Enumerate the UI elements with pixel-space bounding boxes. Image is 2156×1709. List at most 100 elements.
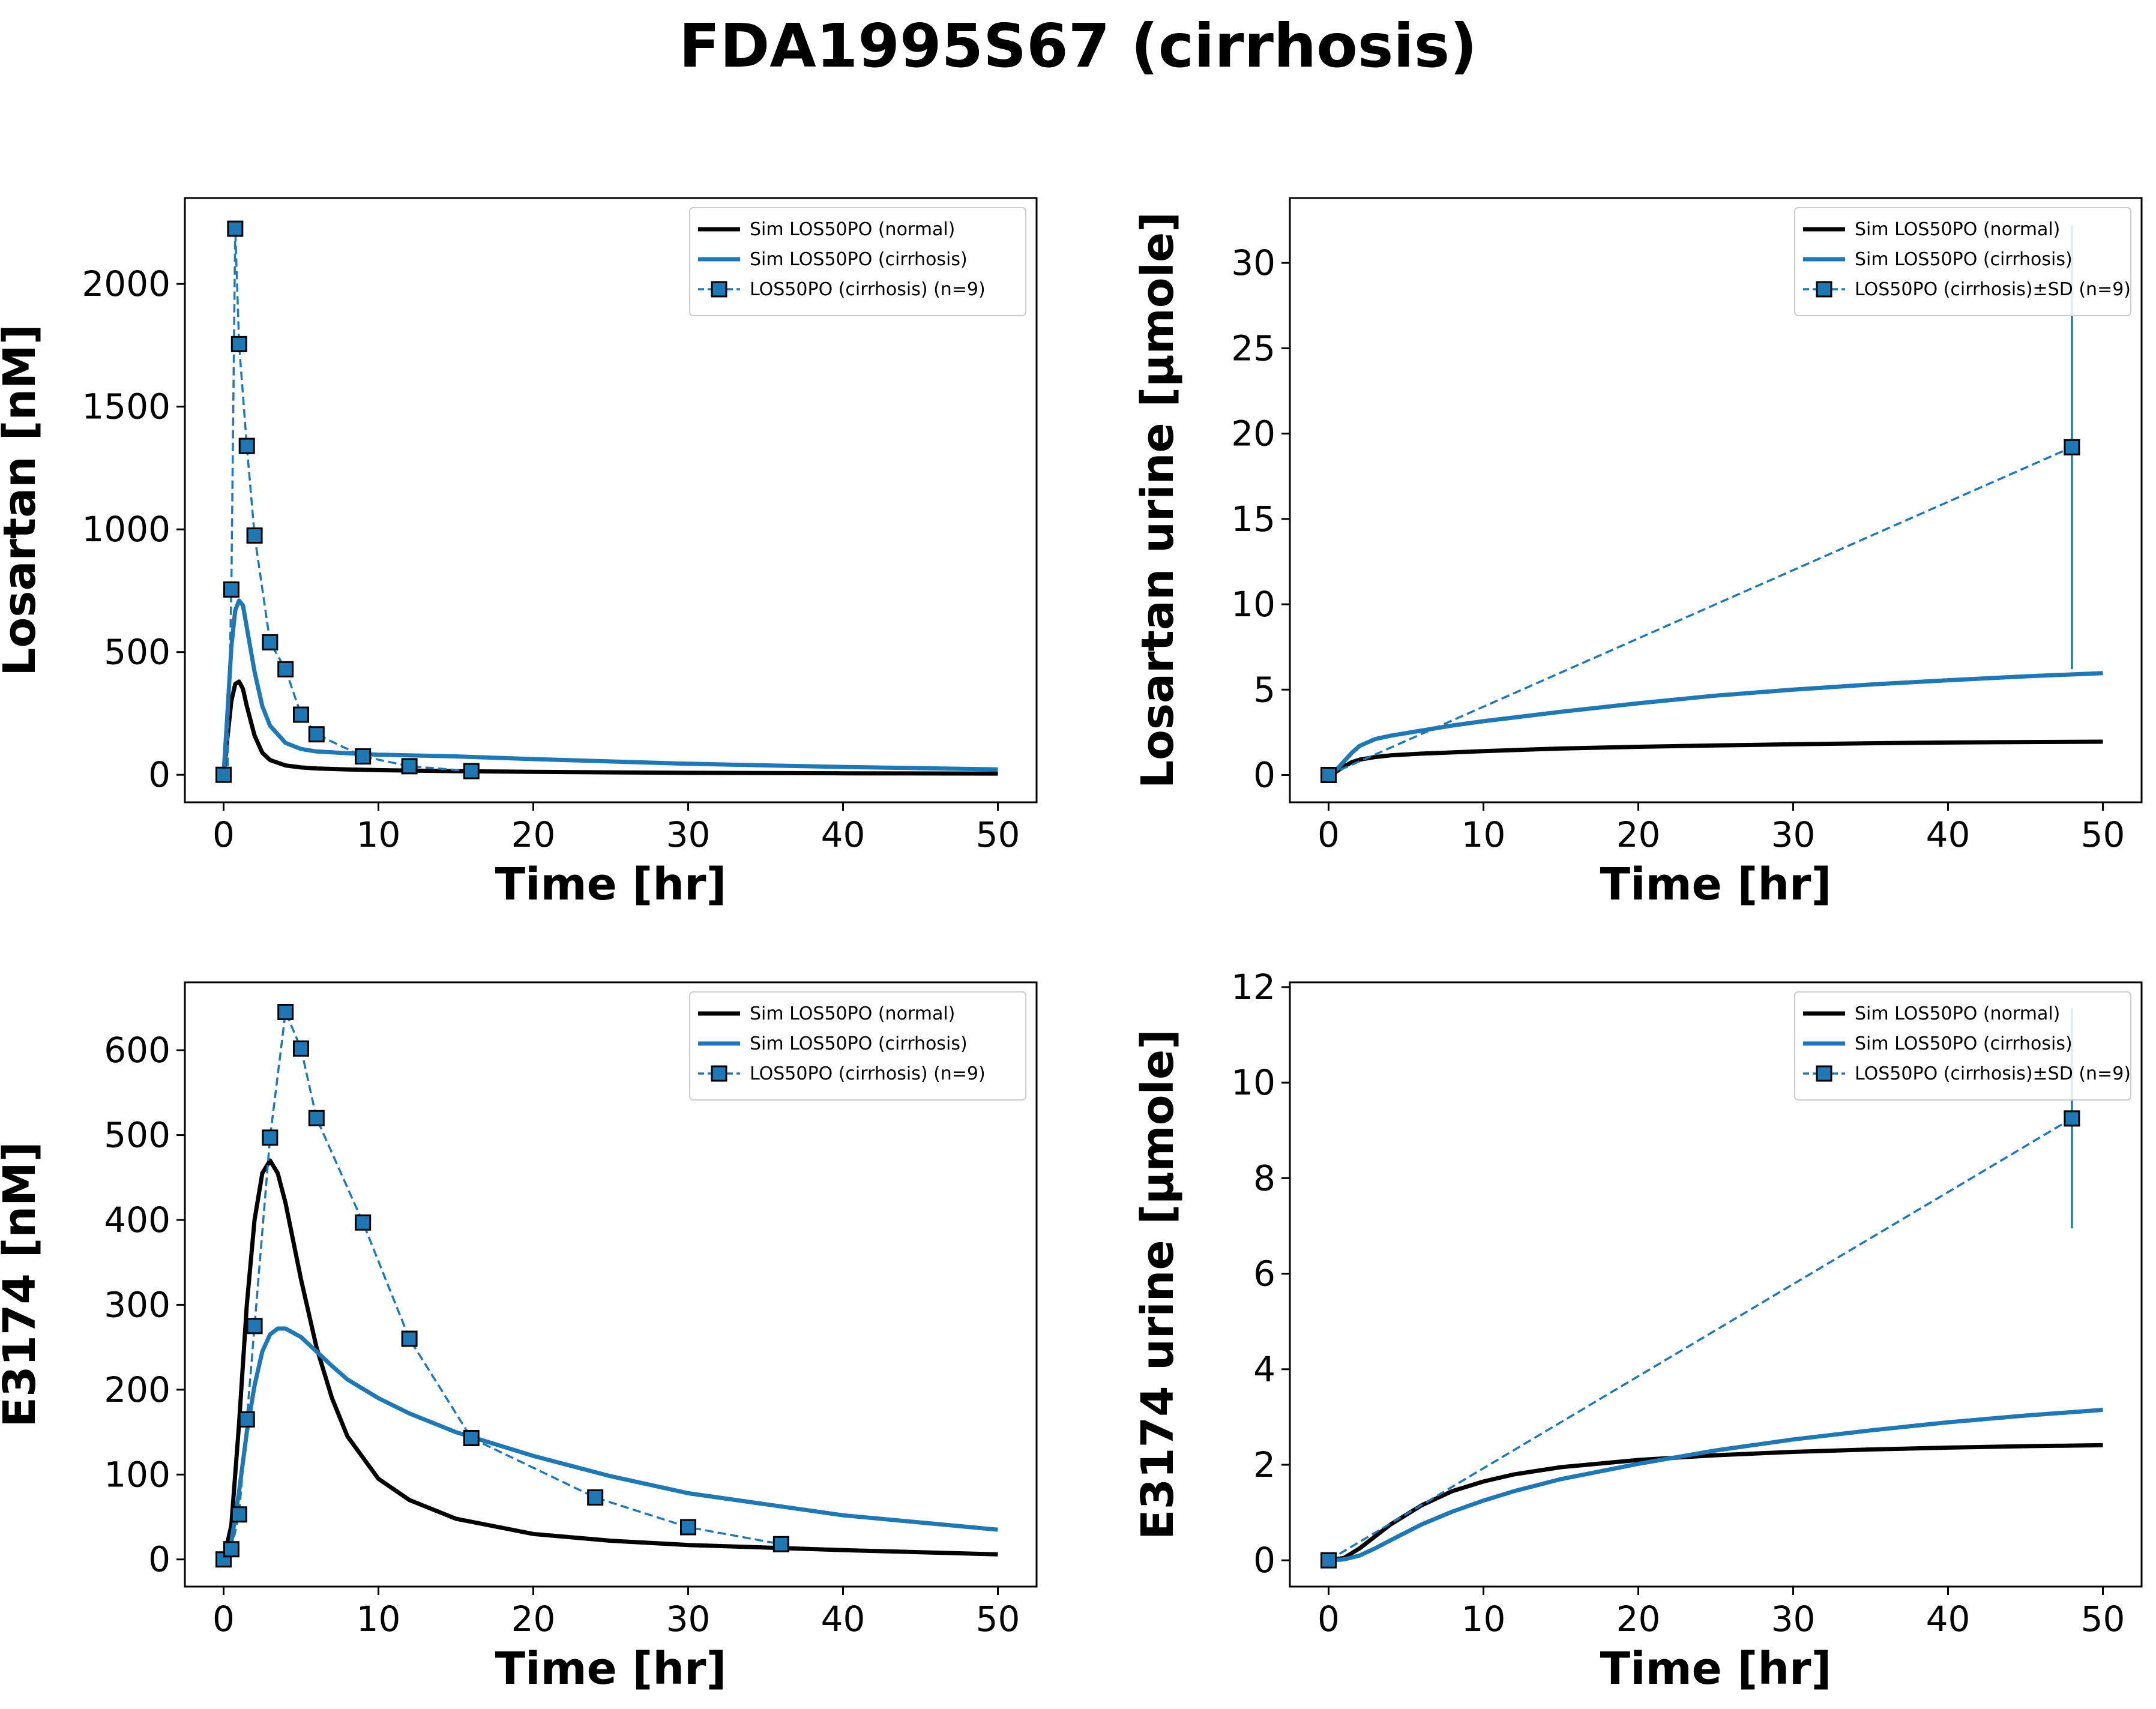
data-point — [262, 1129, 279, 1146]
legend-entry: Sim LOS50PO (cirrhosis) — [750, 249, 968, 270]
y-tick-label: 400 — [104, 1200, 170, 1240]
x-axis-label: Time [hr] — [495, 1643, 727, 1695]
chart-e3174-urine: 0 10 20 30 40 50 0 2 4 6 8 10 12 Time [hr] E3174 urine… — [1132, 967, 2143, 1695]
x-tick-label: 40 — [821, 814, 866, 855]
axes-frame — [1289, 981, 2143, 1588]
legend-entry: LOS50PO (cirrhosis)±SD (n=9) — [1855, 1063, 2131, 1084]
y-tick-label: 10 — [1231, 584, 1275, 625]
y-tick-label: 25 — [1231, 328, 1275, 368]
y-tick-label: 10 — [1231, 1062, 1275, 1103]
data-point — [262, 634, 279, 650]
data-point — [227, 220, 244, 237]
data-point — [223, 1541, 239, 1558]
legend-entry: Sim LOS50PO (cirrhosis) — [750, 1033, 968, 1054]
data-point — [587, 1489, 604, 1506]
y-tick-label: 500 — [104, 632, 170, 673]
y-tick-label: 500 — [104, 1115, 170, 1156]
data-point — [246, 1318, 263, 1335]
x-tick-label: 30 — [666, 814, 711, 855]
legend-entry: LOS50PO (cirrhosis)±SD (n=9) — [1855, 279, 2131, 300]
data-point — [680, 1519, 696, 1536]
series-line-0 — [221, 1158, 998, 1560]
data-point — [2064, 439, 2080, 455]
data-point — [355, 748, 372, 765]
legend-box — [1794, 207, 2131, 316]
legend-entry: LOS50PO (cirrhosis) (n=9) — [750, 279, 986, 300]
data-point — [308, 1110, 325, 1126]
x-axis-label: Time [hr] — [1600, 1643, 1832, 1695]
series-line-1 — [221, 598, 998, 775]
data-point — [277, 1004, 294, 1021]
series-line-1 — [221, 1326, 998, 1561]
data-point — [772, 1536, 789, 1552]
x-tick-label: 30 — [1771, 1599, 1816, 1639]
legend-box — [689, 207, 1026, 316]
x-tick-label: 30 — [666, 1599, 711, 1639]
legend-entry: Sim LOS50PO (normal) — [750, 219, 955, 240]
x-tick-label: 40 — [1926, 814, 1971, 855]
legend-swatch-marker — [1816, 1065, 1832, 1082]
legend-swatch-marker — [1816, 281, 1832, 298]
y-tick-label: 0 — [148, 1539, 170, 1580]
data-point — [463, 763, 480, 779]
series-line-1 — [1328, 1408, 2103, 1563]
legend-entry: Sim LOS50PO (normal) — [1855, 1003, 2060, 1024]
data-point — [2064, 1110, 2080, 1127]
y-tick-label: 6 — [1253, 1254, 1275, 1294]
data-point — [1320, 1552, 1337, 1569]
y-tick-label: 1500 — [82, 386, 170, 427]
y-tick-label: 30 — [1231, 242, 1275, 283]
x-tick-label: 20 — [511, 814, 556, 855]
y-axis-label: E3174 [nM] — [0, 1141, 46, 1427]
y-tick-label: 15 — [1231, 499, 1275, 539]
legend-entry: Sim LOS50PO (cirrhosis) — [1855, 1033, 2073, 1054]
series-line-0 — [221, 679, 998, 776]
data-point — [463, 1429, 480, 1446]
y-tick-label: 20 — [1231, 413, 1275, 454]
data-point — [355, 1214, 372, 1231]
series-line-0 — [1328, 1443, 2103, 1563]
y-tick-label: 2 — [1253, 1444, 1275, 1485]
data-point — [246, 527, 263, 544]
data-point — [230, 335, 247, 352]
axes-frame — [184, 981, 1038, 1588]
x-tick-label: 40 — [1926, 1599, 1971, 1639]
legend-entry: LOS50PO (cirrhosis) (n=9) — [750, 1063, 986, 1084]
x-tick-label: 50 — [976, 1599, 1020, 1639]
data-point — [215, 766, 232, 783]
y-tick-label: 200 — [104, 1369, 170, 1410]
x-tick-label: 50 — [2081, 814, 2125, 855]
x-tick-label: 0 — [1317, 1599, 1340, 1639]
y-axis-label: Losartan [nM] — [0, 324, 46, 676]
x-tick-label: 10 — [1462, 814, 1506, 855]
x-tick-label: 50 — [976, 814, 1020, 855]
x-tick-label: 10 — [1462, 1599, 1506, 1639]
y-tick-label: 300 — [104, 1284, 170, 1325]
data-point — [293, 706, 309, 723]
series-line-1 — [1327, 671, 2103, 777]
x-tick-label: 20 — [1616, 814, 1661, 855]
axes-frame — [184, 197, 1038, 803]
x-tick-label: 50 — [2081, 1599, 2125, 1639]
x-tick-label: 10 — [357, 814, 401, 855]
legend-entry: Sim LOS50PO (normal) — [1855, 219, 2060, 240]
y-tick-label: 0 — [148, 754, 170, 795]
data-point — [238, 437, 255, 454]
y-tick-label: 1000 — [82, 509, 170, 550]
axes-frame — [1289, 197, 2143, 803]
y-tick-label: 8 — [1253, 1158, 1275, 1198]
figure-title: FDA1995S67 (cirrhosis) — [679, 11, 1477, 81]
x-tick-label: 20 — [1616, 1599, 1661, 1639]
series-line-2 — [1328, 446, 2073, 776]
x-tick-label: 10 — [357, 1599, 401, 1639]
x-tick-label: 30 — [1771, 814, 1816, 855]
data-point — [223, 581, 239, 598]
x-axis-label: Time [hr] — [495, 859, 727, 910]
x-tick-label: 0 — [212, 1599, 235, 1639]
x-tick-label: 0 — [1317, 814, 1340, 855]
y-axis-label: Losartan urine [µmole] — [1132, 212, 1184, 788]
